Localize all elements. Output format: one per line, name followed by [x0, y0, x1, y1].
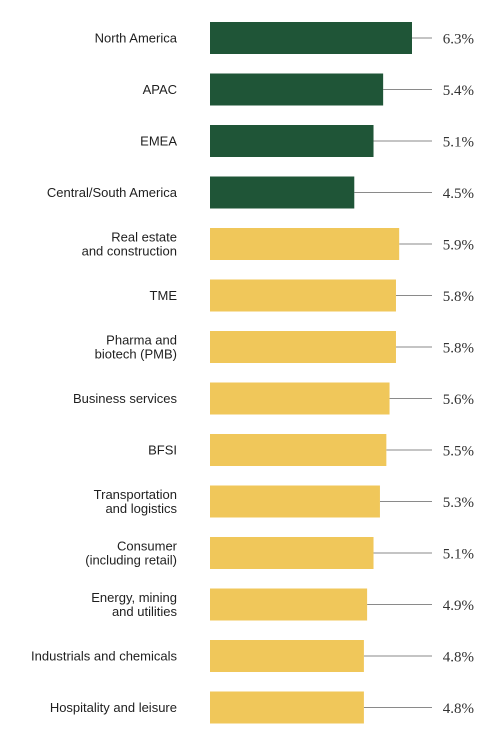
category-label-line: Real estate	[111, 230, 177, 245]
category-label: Transportation and logistics	[94, 487, 178, 516]
value-label: 5.1%	[443, 135, 474, 151]
category-label: EMEA	[140, 134, 177, 149]
category-label-line: biotech (PMB)	[95, 347, 177, 362]
bar	[210, 434, 387, 466]
bar	[210, 640, 364, 672]
bar	[210, 331, 396, 363]
bar	[210, 279, 396, 312]
value-label: 5.8%	[443, 341, 474, 357]
value-label: 4.9%	[443, 598, 474, 614]
category-label: Hospitality and leisure	[50, 700, 177, 715]
category-label-line: Industrials and chemicals	[31, 649, 177, 664]
bar	[210, 588, 368, 621]
bar	[210, 382, 390, 415]
bar	[210, 125, 374, 157]
bar	[210, 228, 400, 260]
category-label-line: Energy, mining	[91, 590, 177, 605]
category-label: APAC	[143, 82, 177, 97]
category-label-line: APAC	[143, 82, 177, 97]
value-label: 4.5%	[443, 186, 474, 202]
value-label: 5.1%	[443, 547, 474, 563]
bar	[210, 537, 374, 569]
category-label-line: and construction	[82, 244, 177, 259]
category-label-line: Central/South America	[47, 185, 178, 200]
category-label-line: EMEA	[140, 134, 177, 149]
bar	[210, 73, 384, 106]
category-label-line: (including retail)	[85, 553, 177, 568]
category-label-line: Consumer	[117, 539, 178, 554]
bar	[210, 691, 364, 724]
value-label: 6.3%	[443, 32, 474, 48]
category-label-line: Business services	[73, 391, 178, 406]
category-label: Business services	[73, 391, 178, 406]
category-label: Industrials and chemicals	[31, 649, 177, 664]
category-label-line: BFSI	[148, 443, 177, 458]
value-label: 5.5%	[443, 444, 474, 460]
value-label: 5.3%	[443, 495, 474, 511]
category-label: Central/South America	[47, 185, 178, 200]
category-label-line: Pharma and	[106, 333, 177, 348]
category-label: North America	[95, 31, 178, 46]
category-label-line: and logistics	[105, 501, 177, 516]
category-label: BFSI	[148, 443, 177, 458]
value-label: 4.8%	[443, 650, 474, 666]
category-label-line: Transportation	[94, 487, 177, 502]
bar	[210, 176, 355, 209]
value-label: 5.8%	[443, 289, 474, 305]
value-label: 4.8%	[443, 701, 474, 717]
category-label: Consumer (including retail)	[85, 539, 177, 568]
category-label: TME	[150, 288, 178, 303]
value-label: 5.6%	[443, 392, 474, 408]
category-label-line: and utilities	[112, 604, 178, 619]
value-label: 5.4%	[443, 83, 474, 99]
bar	[210, 485, 380, 518]
category-label: Energy, mining and utilities	[91, 590, 177, 619]
category-label-line: North America	[95, 31, 178, 46]
category-label: Pharma and biotech (PMB)	[95, 333, 177, 362]
bar	[210, 22, 412, 54]
value-label: 5.9%	[443, 238, 474, 254]
category-label-line: TME	[150, 288, 178, 303]
category-label: Real estate and construction	[82, 230, 177, 259]
category-label-line: Hospitality and leisure	[50, 700, 177, 715]
